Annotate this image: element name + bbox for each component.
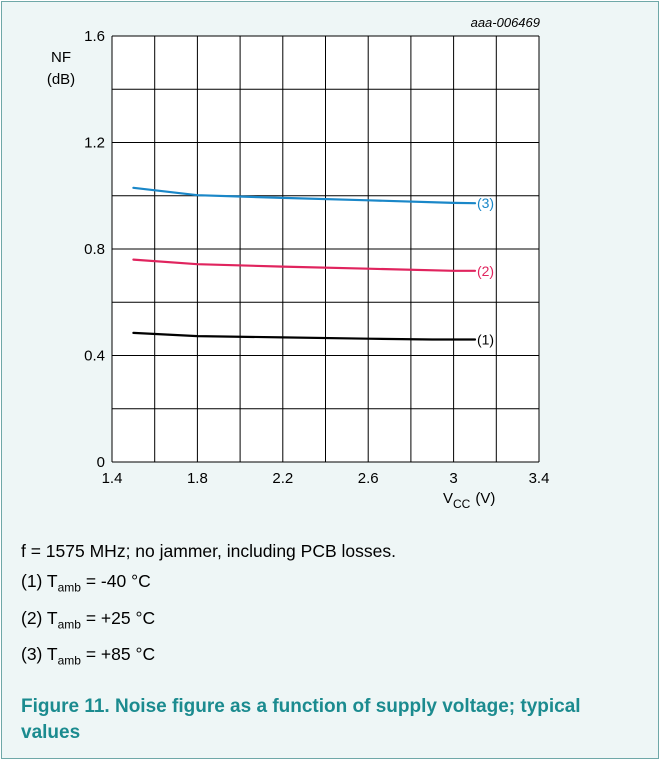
- legend-note-1: (1) Tamb = -40 °C: [21, 566, 396, 603]
- y-tick-label-3: 1.2: [84, 135, 105, 152]
- legend-note-1-prefix: (1) T: [21, 571, 58, 591]
- y-tick-label-2: 0.8: [84, 241, 105, 258]
- legend-note-3: (3) Tamb = +85 °C: [21, 639, 396, 676]
- x-axis-label-unit: (V): [475, 490, 495, 507]
- series-label-2: (2): [477, 263, 494, 279]
- y-tick-label-1: 0.4: [84, 348, 105, 365]
- legend-note-2-prefix: (2) T: [21, 607, 58, 628]
- x-axis-label-main: V: [443, 490, 453, 507]
- series-label-1: (1): [477, 332, 494, 348]
- x-tick-label-4: 3: [449, 470, 457, 487]
- x-tick-label-3: 2.6: [358, 470, 379, 487]
- legend-note-2: (2) Tamb = +25 °C: [21, 603, 396, 640]
- figure-notes: f = 1575 MHz; no jammer, including PCB l…: [21, 536, 396, 676]
- condition-note: f = 1575 MHz; no jammer, including PCB l…: [21, 541, 396, 561]
- y-tick-label-4: 1.6: [84, 28, 105, 45]
- series-group: (1) (2) (3): [132, 186, 494, 348]
- x-tick-label-1: 1.8: [187, 470, 208, 487]
- x-tick-label-5: 3.4: [529, 470, 550, 487]
- x-tick-label-0: 1.4: [102, 470, 123, 487]
- x-tick-label-2: 2.2: [272, 470, 293, 487]
- legend-note-1-sub: amb: [57, 580, 81, 595]
- grid: [111, 35, 540, 463]
- y-axis-label-line2: (dB): [47, 71, 75, 88]
- tick-labels: 1.4 1.8 2.2 2.6 3 3.4 0 0.4 0.8 1.2 1.6: [84, 28, 549, 487]
- legend-note-1-text: = -40 °C: [80, 571, 151, 591]
- series-line-3: [132, 186, 477, 205]
- series-line-2: [132, 258, 477, 272]
- y-axis-label-line1: NF: [51, 49, 71, 66]
- legend-note-3-text: = +85 °C: [80, 644, 156, 664]
- legend-note-2-sub: amb: [57, 617, 81, 631]
- y-tick-label-0: 0: [97, 454, 105, 471]
- legend-note-3-prefix: (3) T: [21, 644, 58, 664]
- chart: (1)(2)(3) 1.4 1.8 2.2 2.6 3 3.400.40.81.21.6 …: [47, 15, 550, 511]
- legend-note-2-text: = +25 °C: [80, 607, 156, 628]
- x-axis-label-sub: CC: [453, 497, 471, 511]
- series-line-1: [132, 331, 477, 341]
- x-axis-label: VCC (V): [443, 490, 495, 511]
- series-label-3: (3): [477, 195, 494, 211]
- doc-id: aaa-006469: [471, 15, 540, 30]
- legend-note-3-sub: amb: [57, 653, 81, 668]
- figure-caption: Figure 11. Noise figure as a function of…: [21, 696, 581, 743]
